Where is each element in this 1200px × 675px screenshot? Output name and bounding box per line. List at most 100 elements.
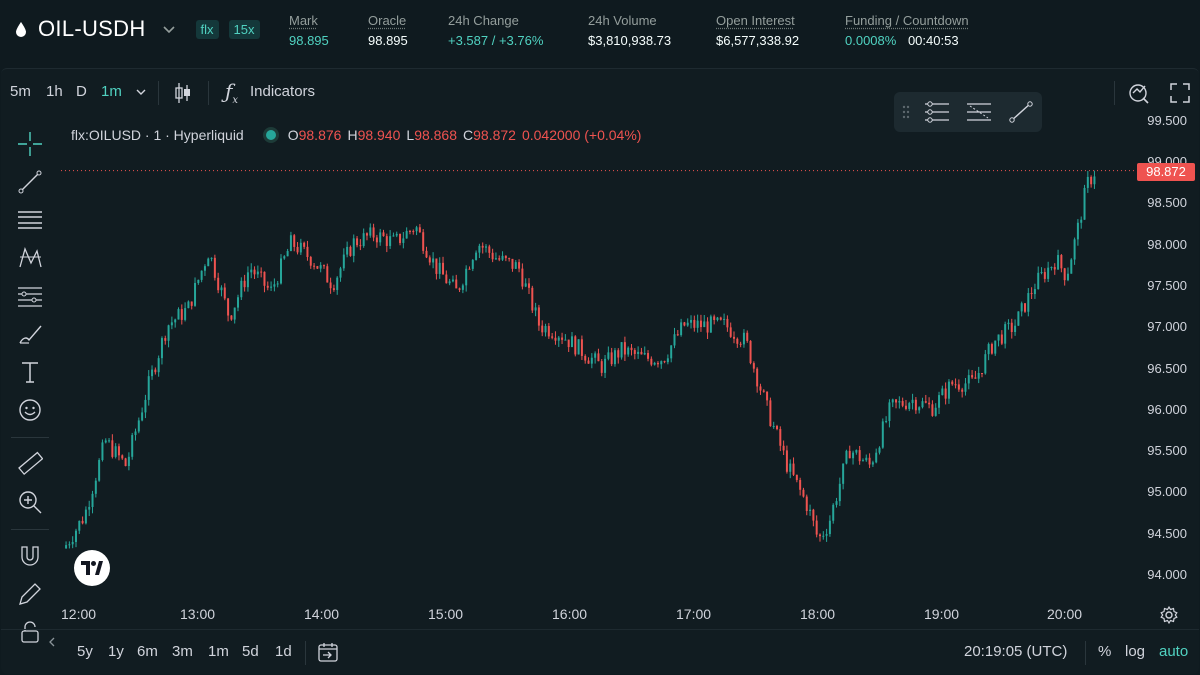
candle-body (359, 245, 362, 247)
candle-body (134, 431, 137, 436)
emoji-icon[interactable] (17, 397, 43, 423)
brush-icon[interactable] (17, 321, 43, 347)
range-1d[interactable]: 1d (275, 643, 292, 660)
goto-date-icon[interactable] (317, 641, 339, 663)
high-label: H (347, 127, 358, 143)
market-status-dot (265, 130, 276, 140)
candle-body (180, 309, 183, 320)
candle-body (488, 246, 491, 253)
long-position-icon[interactable] (924, 100, 950, 124)
zoom-in-icon[interactable] (17, 489, 43, 515)
text-icon[interactable] (17, 359, 43, 385)
candle-body (719, 317, 722, 320)
pair-name[interactable]: OIL-USDH (38, 16, 146, 41)
stat-label[interactable]: Mark (289, 13, 318, 28)
pencil-lock-icon[interactable] (17, 581, 43, 607)
log-toggle[interactable]: log (1125, 643, 1146, 660)
fib-icon[interactable] (17, 283, 43, 309)
candle-body (117, 446, 120, 456)
candle-body (299, 242, 302, 253)
range-3m[interactable]: 3m (172, 643, 193, 660)
range-5y[interactable]: 5y (77, 643, 93, 660)
candles-icon[interactable] (173, 81, 193, 105)
price-tick: 96.500 (1147, 361, 1187, 376)
utc-clock[interactable]: 20:19:05 (UTC) (964, 643, 1068, 660)
ruler-icon[interactable] (17, 451, 43, 477)
symbol-title[interactable]: flx:OILUSD · 1 · Hyperliquid (71, 127, 244, 143)
candle-body (432, 258, 435, 263)
candle-body (931, 404, 934, 416)
candle-body (428, 257, 431, 263)
close-value: 98.872 (473, 127, 516, 143)
candle-body (448, 281, 451, 284)
candle-body (362, 233, 365, 246)
percent-toggle[interactable]: % (1098, 643, 1112, 660)
candle-body (151, 369, 154, 377)
candle-body (1007, 322, 1010, 325)
candle-body (838, 483, 841, 502)
candle-body (1086, 176, 1089, 188)
collapse-arrow-icon[interactable] (47, 635, 57, 649)
pattern-icon[interactable] (17, 245, 43, 271)
candle-body (670, 345, 673, 359)
candle-body (881, 421, 884, 448)
candle-body (1063, 268, 1066, 281)
candlestick-plot[interactable] (1, 69, 1199, 675)
tradingview-logo[interactable] (74, 550, 110, 586)
stat-label[interactable]: Open Interest (716, 13, 795, 28)
interval-1m[interactable]: 1m (101, 83, 122, 100)
range-1y[interactable]: 1y (108, 643, 124, 660)
stat-label[interactable]: Funding / Countdown (845, 13, 969, 28)
interval-5m[interactable]: 5m (10, 83, 31, 100)
fullscreen-icon[interactable] (1169, 82, 1191, 104)
magnet-icon[interactable] (17, 543, 43, 569)
magnet-settings-icon[interactable] (1127, 81, 1151, 105)
candle-body (663, 361, 666, 363)
candle-body (647, 353, 650, 359)
candle-body (455, 279, 458, 289)
interval-1h[interactable]: 1h (46, 83, 63, 100)
candle-body (501, 255, 504, 260)
range-1m[interactable]: 1m (208, 643, 229, 660)
candle-body (947, 381, 950, 399)
time-tick: 13:00 (180, 606, 216, 622)
short-position-icon[interactable] (966, 100, 992, 124)
candle-body (561, 337, 564, 340)
candle-body (309, 256, 312, 266)
current-price-tag: 98.872 (1137, 163, 1195, 181)
chevron-down-icon[interactable] (134, 85, 148, 99)
candle-body (547, 326, 550, 337)
candle-body (623, 342, 626, 355)
trend-line-icon[interactable] (17, 169, 43, 195)
candle-body (504, 255, 507, 259)
fx-icon[interactable]: ƒx (225, 79, 239, 106)
interval-d[interactable]: D (76, 83, 87, 100)
candle-body (1027, 293, 1030, 312)
candle-body (994, 340, 997, 354)
chart-settings-gear-icon[interactable] (1159, 605, 1179, 625)
candle-body (531, 287, 534, 311)
chevron-down-icon[interactable] (160, 20, 178, 38)
candle-body (690, 319, 693, 323)
ray-line-icon[interactable] (1008, 100, 1034, 124)
range-6m[interactable]: 6m (137, 643, 158, 660)
candle-body (908, 403, 911, 409)
auto-toggle[interactable]: auto (1159, 643, 1189, 660)
horizontal-lines-icon[interactable] (17, 207, 43, 233)
stat-label[interactable]: Oracle (368, 13, 407, 28)
bottom-divider (1085, 641, 1086, 665)
candle-body (891, 399, 894, 403)
candle-body (280, 258, 282, 284)
pair-selector[interactable]: OIL-USDH flx 15x (14, 16, 260, 42)
candle-body (885, 420, 888, 422)
candle-body (422, 232, 425, 251)
range-5d[interactable]: 5d (242, 643, 259, 660)
candle-body (825, 534, 828, 536)
drag-handle-icon[interactable] (902, 104, 910, 120)
candle-body (1030, 293, 1033, 295)
tools-divider (11, 437, 49, 438)
indicators-button[interactable]: Indicators (250, 83, 316, 100)
candle-body (207, 258, 210, 267)
lock-icon[interactable] (17, 619, 43, 645)
crosshair-icon[interactable] (17, 131, 43, 157)
